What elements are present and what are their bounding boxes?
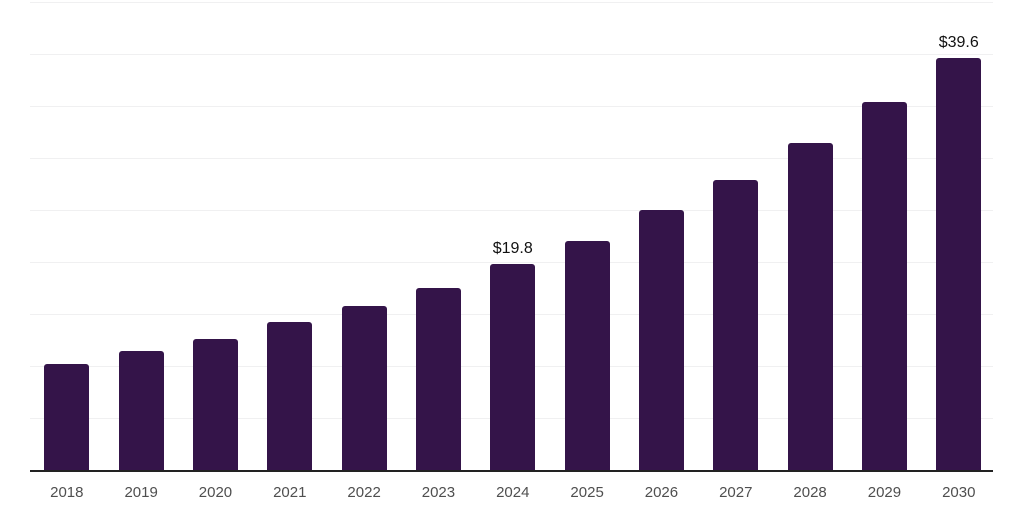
x-tick-label-2028: 2028 [793,484,827,501]
data-label-2030: $39.6 [938,34,979,52]
x-tick-label-2018: 2018 [50,484,84,501]
gridline [30,54,993,55]
bar-2028[interactable] [787,143,833,470]
data-label-2024: $19.8 [492,240,533,258]
x-tick-label-2020: 2020 [198,484,233,501]
bar-2025[interactable] [564,241,610,470]
x-axis-line [30,470,993,472]
bar-2027[interactable] [713,179,759,470]
gridline [30,106,993,107]
bar-2018[interactable] [44,363,90,470]
x-tick-label-2022: 2022 [347,484,381,501]
bar-2026[interactable] [638,210,684,470]
bar-2020[interactable] [193,339,238,470]
bar-2024[interactable] [490,264,536,470]
bar-2022[interactable] [341,305,387,470]
bar-2019[interactable] [118,351,164,470]
bar-2021[interactable] [267,322,313,470]
x-tick-label-2025: 2025 [570,484,604,501]
x-tick-label-2029: 2029 [867,484,902,501]
x-tick-label-2021: 2021 [273,484,307,501]
x-tick-label-2030: 2030 [942,484,976,501]
gridline [30,158,993,159]
gridline [30,262,993,263]
gridline [30,2,993,3]
x-tick-label-2026: 2026 [644,484,679,501]
x-tick-label-2023: 2023 [421,484,456,501]
x-tick-label-2019: 2019 [124,484,158,501]
bar-2023[interactable] [415,288,461,470]
bar-2029[interactable] [861,101,907,470]
gridline [30,210,993,211]
x-tick-label-2024: 2024 [496,484,530,501]
x-tick-label-2027: 2027 [719,484,753,501]
bar-2030[interactable] [936,58,982,470]
